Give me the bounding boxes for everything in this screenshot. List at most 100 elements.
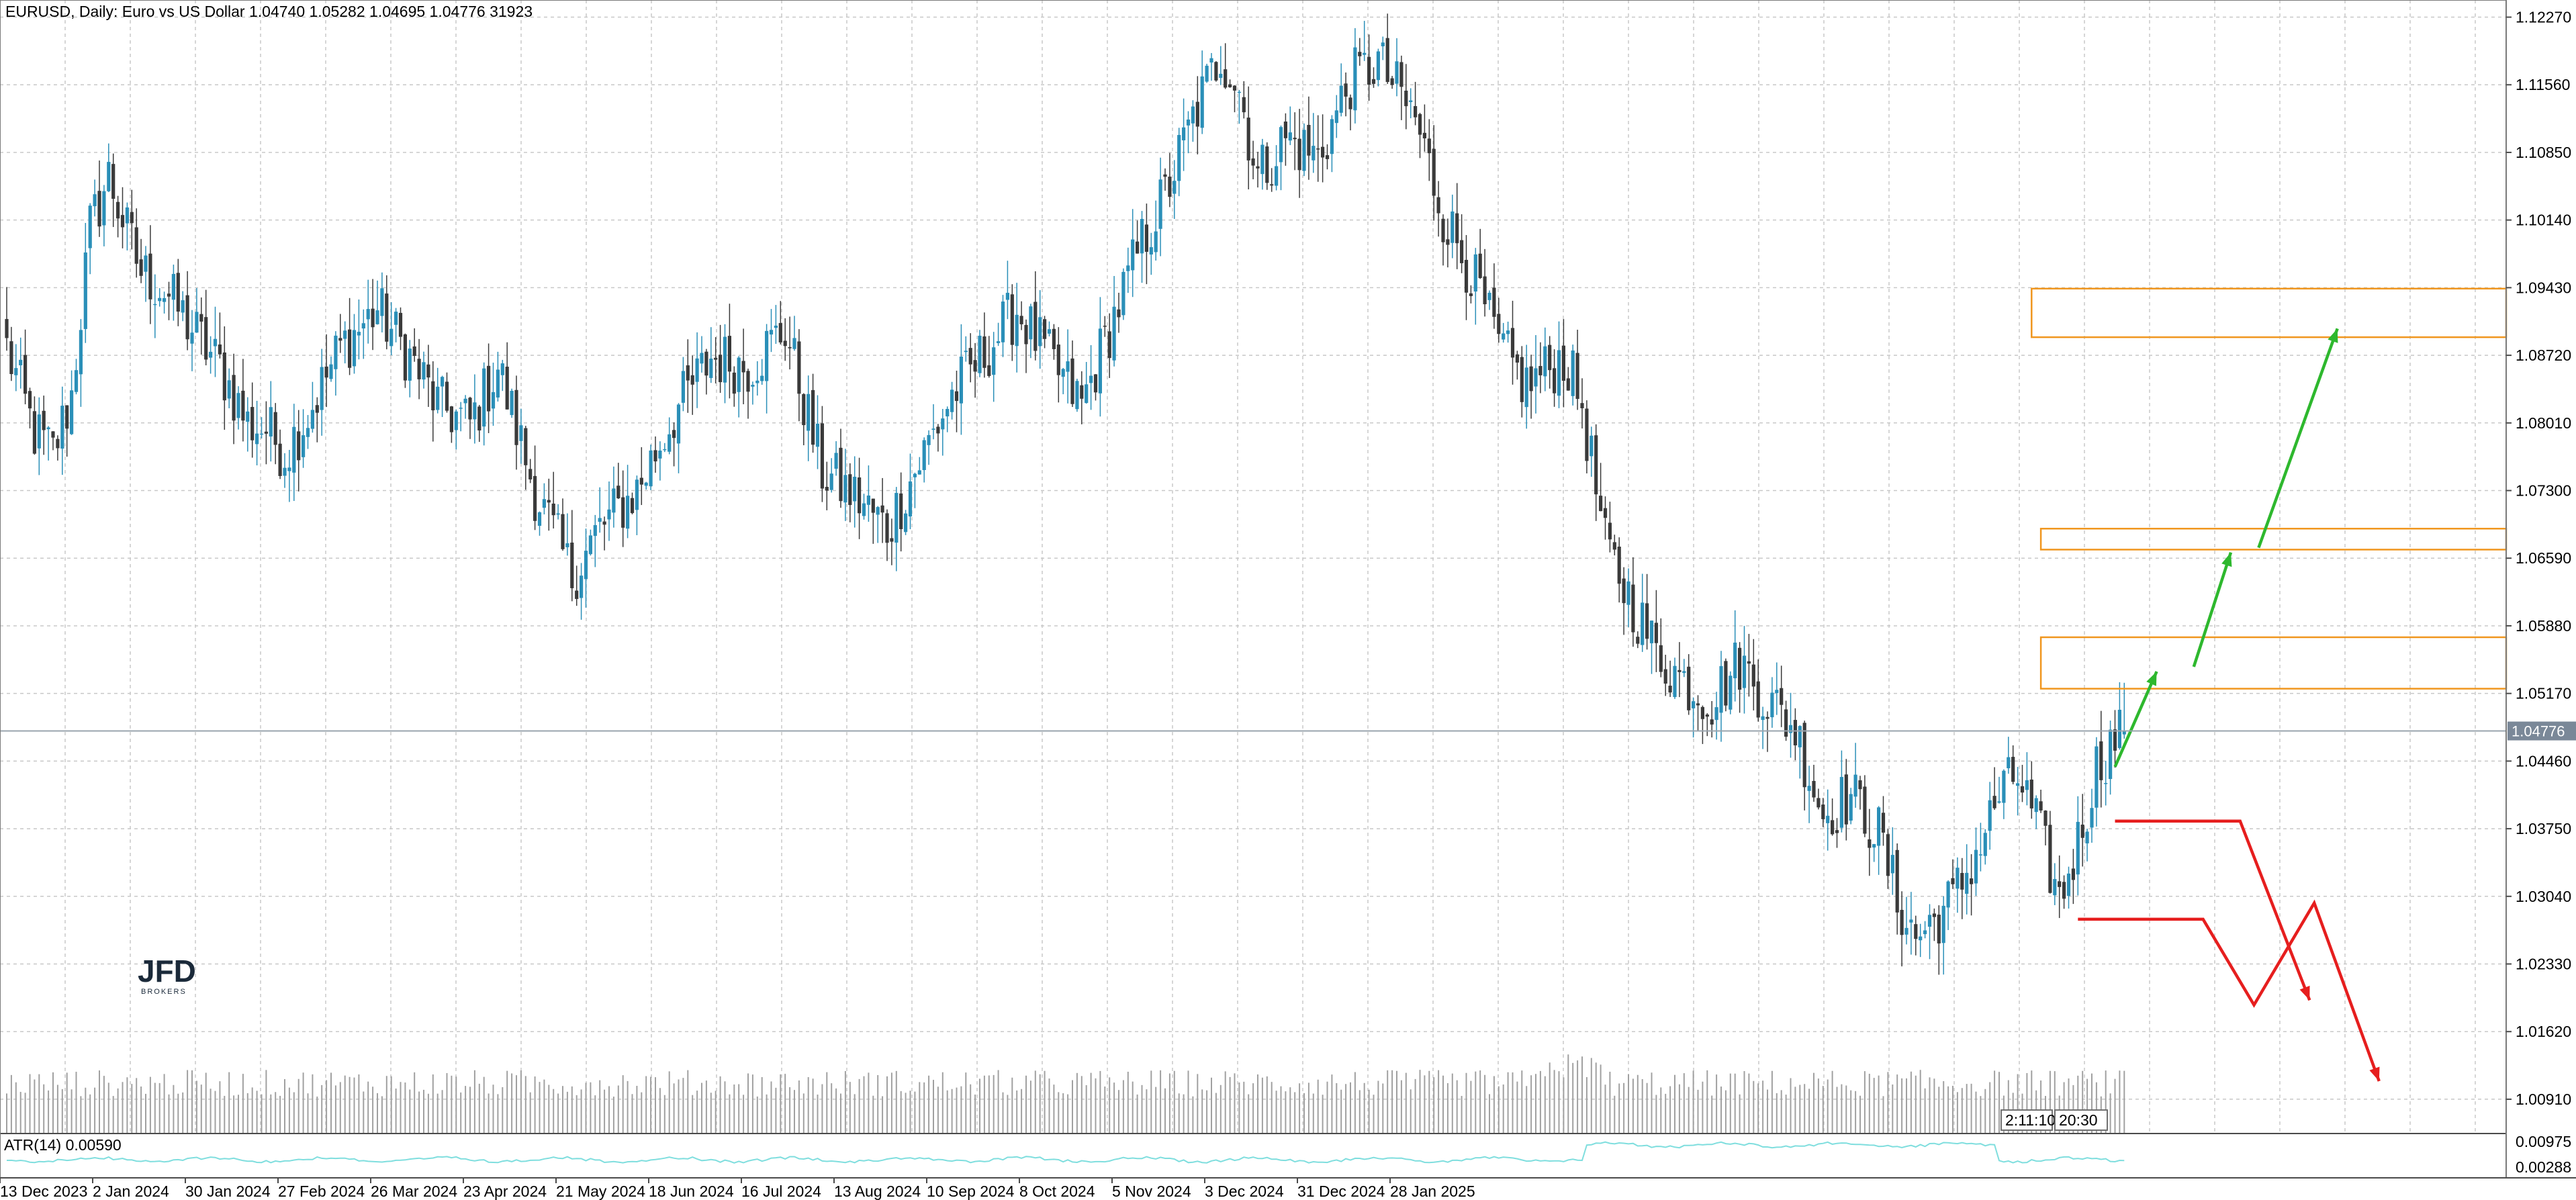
candle [616, 463, 620, 500]
candle [1316, 115, 1320, 182]
date-tick-label: 3 Dec 2024 [1205, 1183, 1284, 1200]
candle [2058, 855, 2062, 919]
candle [1080, 371, 1084, 424]
candle [524, 426, 528, 490]
chart-title: EURUSD, Daily: Euro vs US Dollar 1.04740… [5, 3, 533, 20]
candle [9, 326, 13, 381]
candle [1367, 34, 1371, 101]
candle [992, 332, 996, 402]
candle [765, 324, 769, 414]
price-tick-label: 1.03750 [2516, 820, 2571, 837]
bull-scenario-arrow [2192, 552, 2233, 667]
candle [199, 297, 203, 355]
candle [871, 498, 875, 544]
candle [116, 195, 120, 238]
candle [584, 528, 588, 608]
candle [2025, 752, 2029, 806]
candle [1275, 145, 1279, 191]
candle [686, 339, 690, 413]
candle [176, 259, 180, 326]
candle [580, 563, 584, 620]
candle [626, 465, 630, 539]
candle [917, 457, 921, 475]
annotations [2031, 287, 2508, 1082]
time-axis[interactable]: 13 Dec 2023 2 Jan 2024 30 Jan 2024 27 Feb 2… [0, 1178, 1475, 1200]
candle [1455, 183, 1459, 269]
candle [158, 288, 162, 307]
candle [1622, 567, 1626, 635]
candle [209, 336, 213, 374]
candle [1626, 568, 1630, 627]
price-tick-label: 1.06590 [2516, 549, 2571, 567]
candle [1696, 695, 1700, 731]
candle [1126, 247, 1130, 293]
candle [876, 506, 880, 543]
candle [366, 279, 370, 344]
candle [403, 333, 407, 388]
candle [936, 424, 940, 452]
candle [811, 373, 815, 453]
candle [848, 463, 852, 522]
price-tick-label: 1.10140 [2516, 212, 2571, 229]
date-tick-label: 26 Mar 2024 [371, 1183, 457, 1200]
candle [385, 275, 389, 350]
candle [1997, 776, 2001, 804]
candle [51, 431, 55, 451]
candle [528, 459, 533, 483]
candle [204, 289, 208, 366]
candle [941, 408, 945, 456]
date-tick-label: 21 May 2024 [556, 1183, 645, 1200]
candle [1965, 844, 1969, 915]
price-axis[interactable]: 1.12270 1.11560 1.10850 1.10140 1.09430 1.087… [2506, 9, 2571, 1108]
candle [222, 326, 226, 430]
arrow-head [2328, 328, 2338, 343]
candle [1802, 721, 1806, 811]
candlestick-series [5, 13, 2126, 975]
candle [1473, 248, 1477, 325]
resistance-zone [2039, 636, 2508, 690]
candle [2007, 737, 2011, 774]
candle [931, 404, 935, 440]
candle [1714, 692, 1718, 740]
candle [338, 314, 342, 353]
candle [371, 279, 375, 351]
candle [1066, 329, 1070, 404]
candle [241, 359, 245, 442]
candle [1877, 806, 1881, 875]
candle [1441, 214, 1445, 266]
candle [218, 312, 222, 359]
candle [639, 447, 643, 506]
countdown-right: 20:30 [2059, 1111, 2098, 1129]
candle [1131, 209, 1135, 297]
candle [297, 410, 301, 492]
candle [2002, 769, 2006, 819]
candle [570, 510, 574, 602]
candle [302, 409, 306, 468]
candle [1172, 160, 1177, 220]
candle [1339, 63, 1343, 117]
candle [2076, 796, 2080, 896]
candle [1390, 76, 1394, 89]
candle [1673, 657, 1677, 699]
logo-subtext: BROKERS [141, 988, 187, 996]
candle [2122, 682, 2126, 739]
candle [352, 314, 357, 374]
candle [1534, 335, 1538, 414]
candle [1224, 43, 1228, 89]
candle [1422, 104, 1426, 152]
candle [2011, 745, 2015, 785]
candle [973, 342, 977, 398]
candle [1844, 759, 1848, 841]
candle [1932, 908, 1936, 941]
logo-text: JFD [138, 954, 196, 988]
candle [1636, 631, 1640, 649]
candle [537, 511, 542, 536]
candle [1599, 463, 1603, 512]
candle [1117, 292, 1121, 333]
arrow-head [2369, 1066, 2380, 1081]
candle [2071, 849, 2075, 905]
candle [1168, 152, 1172, 207]
candle [389, 302, 394, 356]
date-tick-label: 2 Jan 2024 [93, 1183, 169, 1200]
